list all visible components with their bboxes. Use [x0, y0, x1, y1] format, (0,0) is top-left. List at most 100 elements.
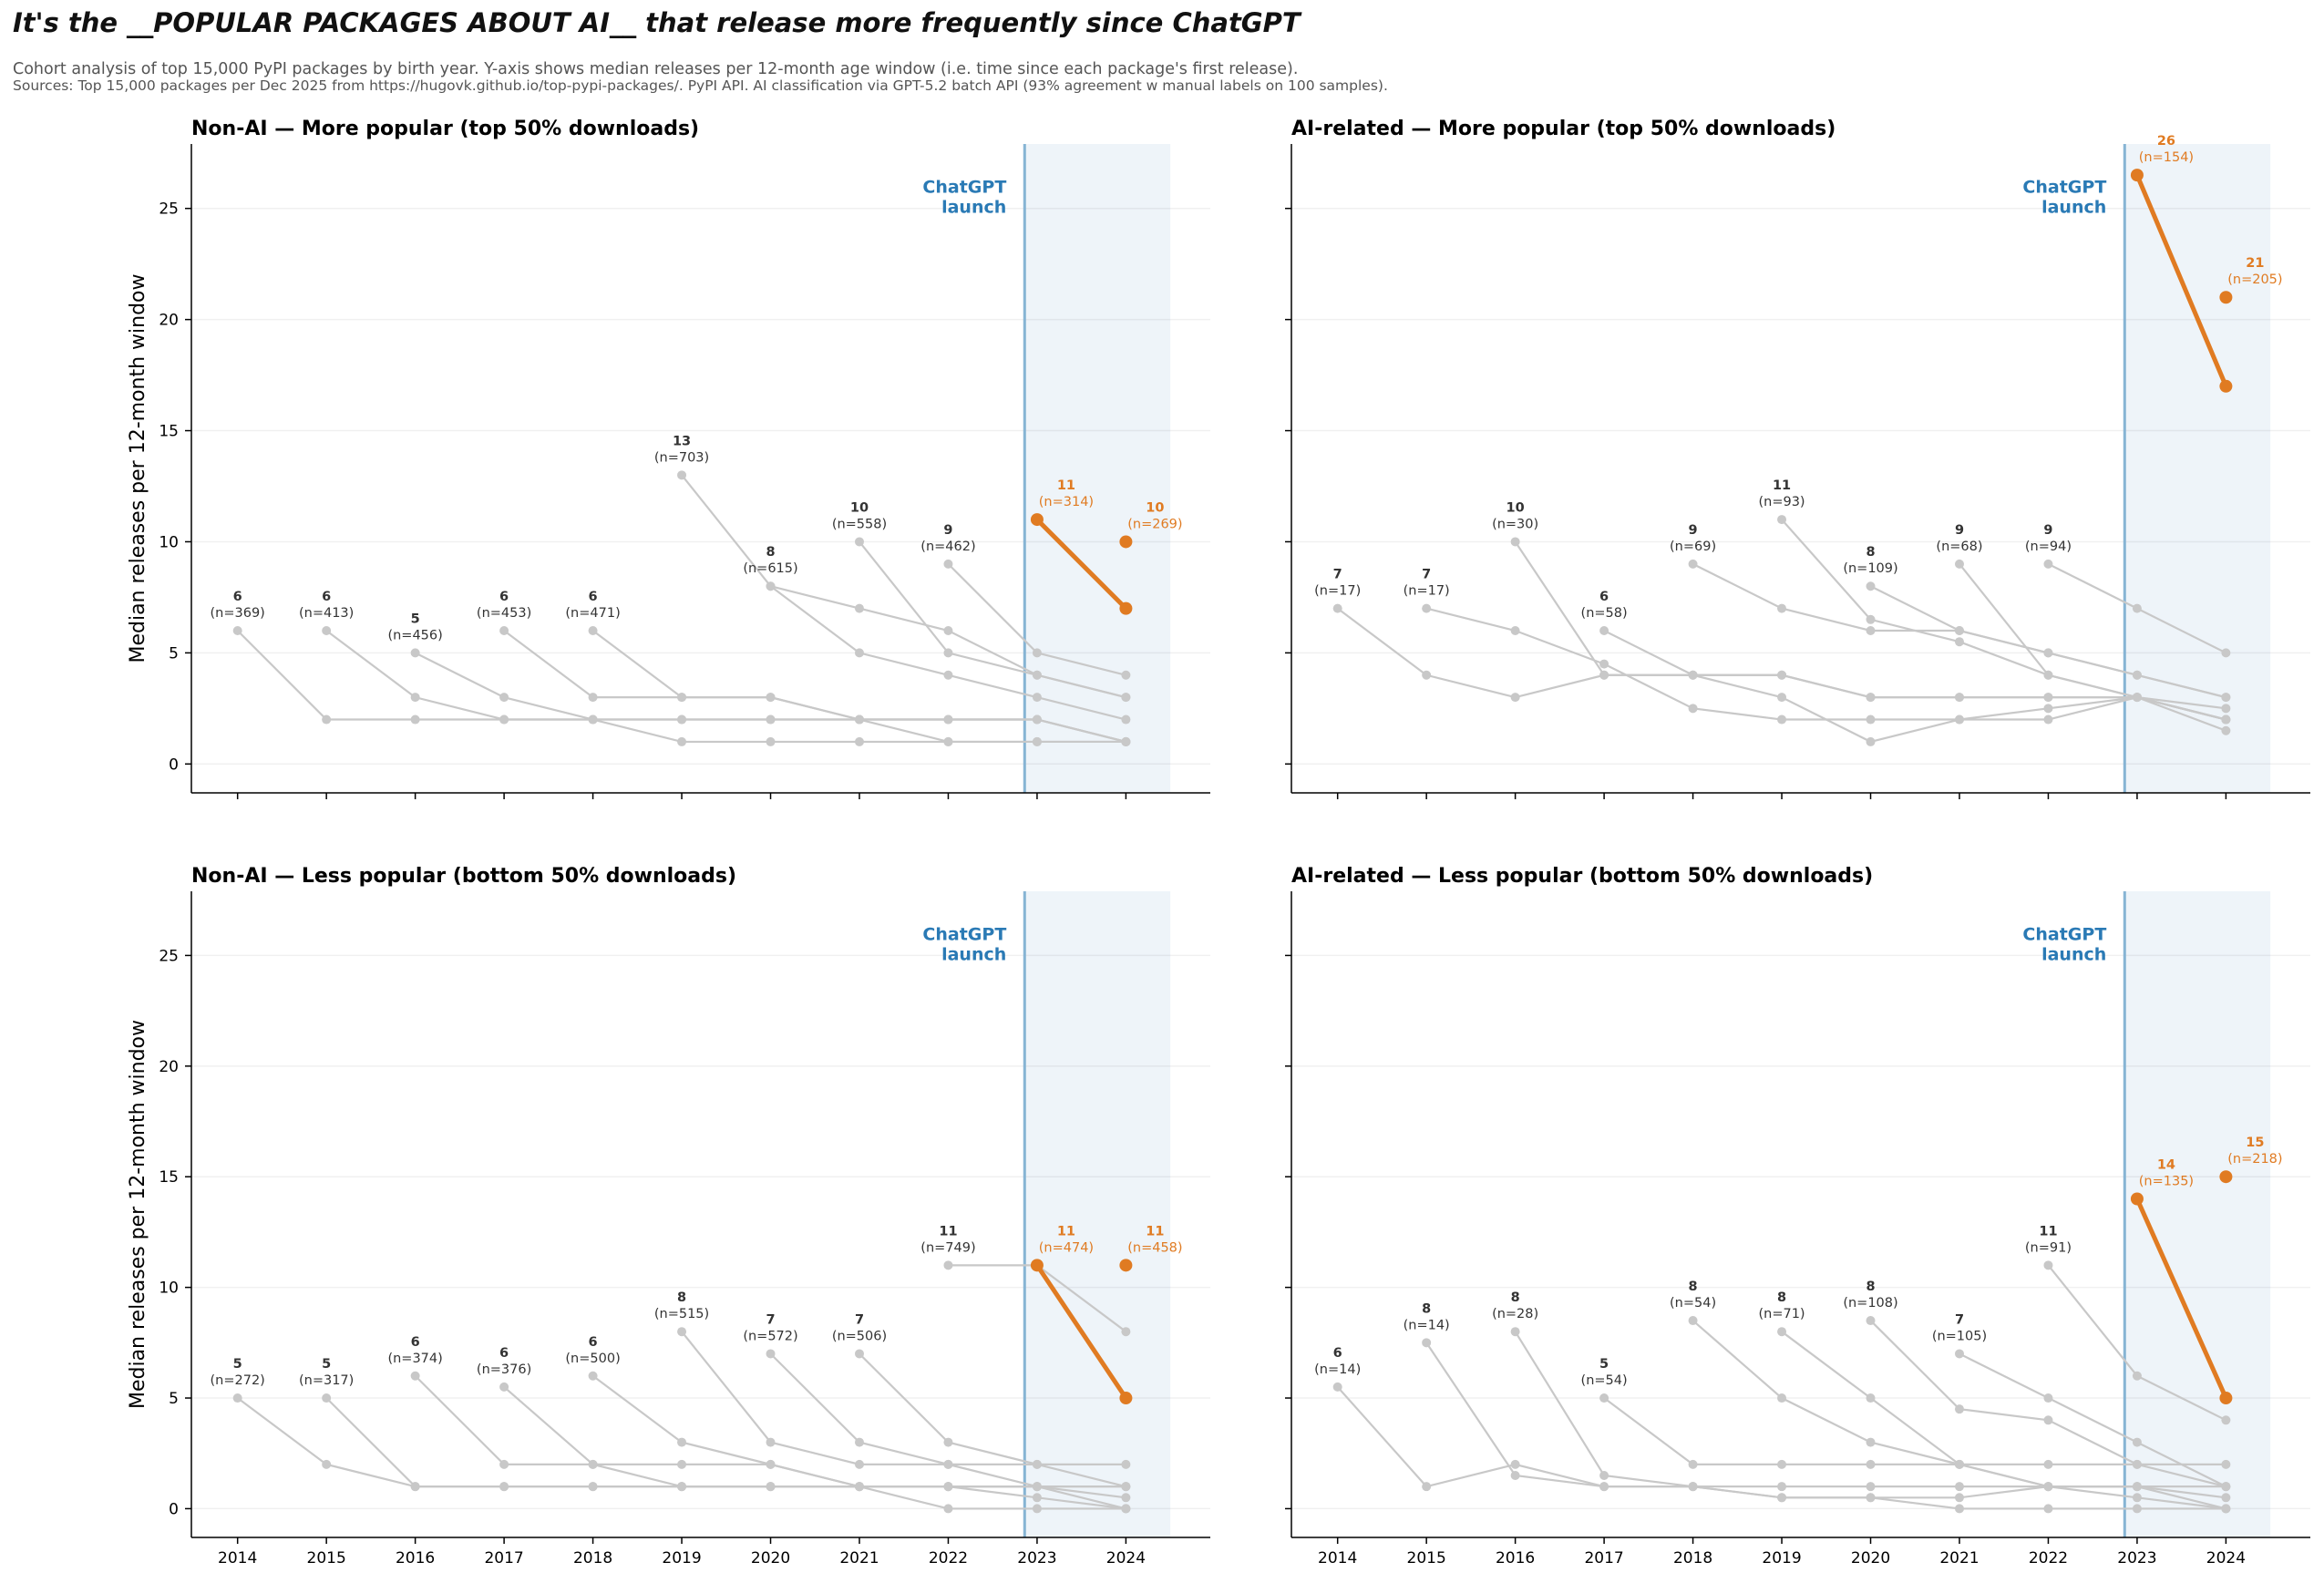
- cohort-median-label: 5: [411, 612, 420, 626]
- cohort-point: [2043, 1415, 2053, 1425]
- cohort-n-label: (n=749): [920, 1240, 975, 1255]
- cohort-point: [766, 1482, 776, 1492]
- cohort-2020: 8 (n=108): [1843, 1280, 2231, 1492]
- cohort-point: [943, 1504, 953, 1514]
- cohort-point: [1954, 1504, 1964, 1514]
- cohort-median-label: 10: [1146, 500, 1164, 515]
- cohort-median-label: 5: [233, 1357, 242, 1372]
- cohort-point: [410, 1371, 420, 1381]
- cohort-point: [943, 714, 953, 725]
- cohort-point: [2219, 291, 2233, 304]
- x-tick-label: 2015: [1407, 1549, 1446, 1568]
- cohort-point: [677, 736, 687, 746]
- cohort-point: [1032, 1504, 1042, 1514]
- cohort-line: [1035, 518, 1128, 611]
- cohort-point: [2043, 648, 2053, 658]
- cohort-point: [1121, 714, 1131, 725]
- cohort-point: [854, 648, 864, 658]
- cohort-2024: 11(n=458): [1119, 1224, 1183, 1272]
- y-tick-label: 20: [159, 312, 179, 330]
- cohort-point: [1599, 1393, 1609, 1403]
- cohort-n-label: (n=154): [2139, 150, 2194, 165]
- cohort-point: [1030, 513, 1044, 527]
- x-tick-label: 2014: [218, 1549, 257, 1568]
- cohort-median-label: 14: [2157, 1158, 2175, 1173]
- cohort-median-label: 6: [322, 590, 331, 604]
- cohort-point: [1121, 670, 1131, 680]
- cohort-n-label: (n=317): [299, 1373, 354, 1388]
- cohort-point: [322, 714, 332, 725]
- cohort-line: [859, 540, 1126, 699]
- cohort-point: [322, 1393, 332, 1403]
- cohort-point: [1030, 1259, 1044, 1272]
- cohort-point: [2221, 1493, 2231, 1503]
- cohort-point: [1119, 1259, 1133, 1272]
- cohort-2015: 5(n=317): [299, 1357, 1131, 1492]
- y-axis-label: Median releases per 12-month window: [127, 273, 149, 663]
- cohort-point: [677, 1482, 687, 1492]
- cohort-point: [943, 1482, 953, 1492]
- cohort-line: [2134, 174, 2228, 387]
- cohort-n-label: (n=474): [1039, 1240, 1094, 1255]
- cohort-n-label: (n=369): [211, 606, 265, 621]
- cohort-line: [1603, 630, 2226, 721]
- x-tick-label: 2019: [1762, 1549, 1801, 1568]
- cohort-n-label: (n=269): [1127, 517, 1182, 531]
- cohort-point: [588, 693, 598, 703]
- cohort-point: [2132, 1504, 2142, 1514]
- cohort-point: [2221, 648, 2231, 658]
- y-tick-label: 5: [169, 644, 179, 663]
- cohort-median-label: 7: [1955, 1312, 1964, 1327]
- y-tick-label: 25: [159, 947, 179, 965]
- cohort-point: [766, 581, 776, 591]
- cohort-point: [1121, 1327, 1131, 1337]
- x-tick-label: 2024: [1106, 1549, 1146, 1568]
- cohort-median-label: 11: [2039, 1224, 2057, 1239]
- cohort-point: [1688, 670, 1698, 680]
- x-tick-label: 2015: [307, 1549, 346, 1568]
- cohort-point: [588, 1482, 598, 1492]
- cohort-point: [677, 714, 687, 725]
- cohort-2023: 14 (n=135): [2130, 1158, 2233, 1405]
- cohort-point: [1032, 1493, 1042, 1503]
- x-tick-label: 2020: [751, 1549, 790, 1568]
- cohort-point: [854, 736, 864, 746]
- cohort-point: [1510, 1471, 1520, 1481]
- chatgpt-launch-label: launch: [941, 944, 1006, 964]
- cohort-2019: 8 (n=71): [1758, 1290, 2231, 1514]
- cohort-point: [410, 693, 420, 703]
- cohort-median-label: 8: [1422, 1301, 1431, 1316]
- cohort-point: [1954, 714, 1964, 725]
- cohort-median-label: 11: [1773, 478, 1791, 493]
- chatgpt-launch-label: launch: [2041, 944, 2106, 964]
- cohort-point: [1032, 736, 1042, 746]
- cohort-point: [677, 1437, 687, 1447]
- post-chatgpt-shade: [1024, 144, 1171, 793]
- cohort-point: [766, 1459, 776, 1469]
- cohort-point: [2132, 670, 2142, 680]
- y-tick-label: 5: [169, 1390, 179, 1408]
- cohort-point: [1954, 693, 1964, 703]
- x-tick-label: 2017: [484, 1549, 523, 1568]
- cohort-point: [1121, 736, 1131, 746]
- chart-subtitle: Cohort analysis of top 15,000 PyPI packa…: [13, 60, 1299, 78]
- cohort-point: [943, 1437, 953, 1447]
- cohort-n-label: (n=105): [1932, 1329, 1987, 1343]
- cohort-point: [1422, 1338, 1432, 1348]
- cohort-median-label: 11: [939, 1224, 957, 1239]
- cohort-point: [2219, 379, 2233, 393]
- cohort-median-label: 9: [2043, 523, 2052, 538]
- x-tick-label: 2019: [662, 1549, 701, 1568]
- cohort-point: [766, 693, 776, 703]
- cohort-line: [1781, 519, 2226, 732]
- x-tick-label: 2014: [1318, 1549, 1357, 1568]
- cohort-point: [1866, 581, 1876, 591]
- cohort-n-label: (n=558): [832, 517, 887, 531]
- x-tick-label: 2022: [929, 1549, 968, 1568]
- cohort-median-label: 8: [1866, 1280, 1875, 1294]
- cohort-point: [2221, 704, 2231, 714]
- cohort-point: [1777, 515, 1787, 525]
- cohort-median-label: 13: [673, 434, 691, 448]
